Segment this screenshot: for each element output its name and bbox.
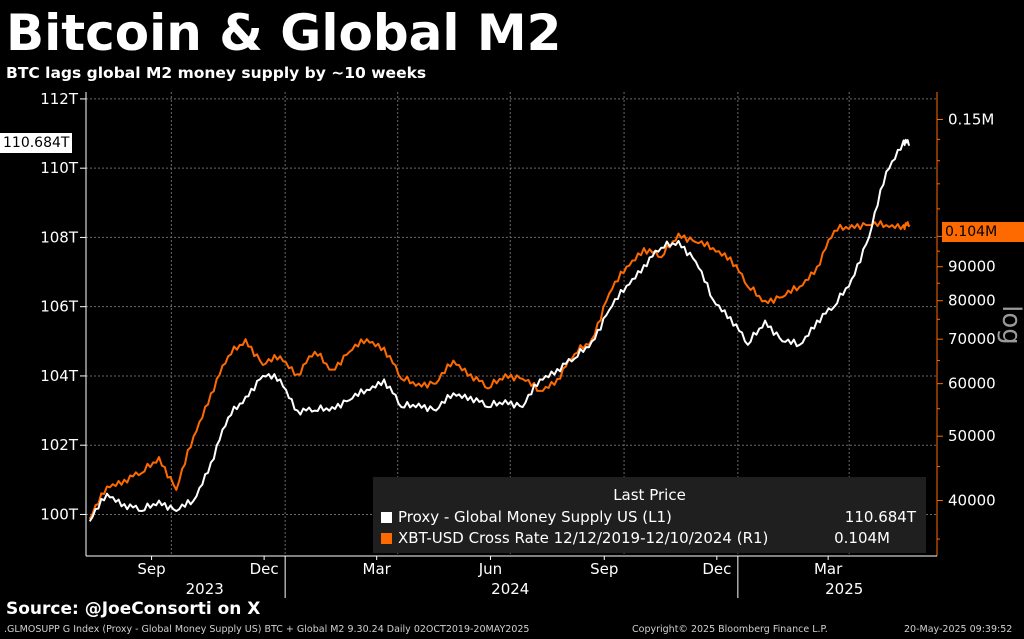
- x-tick-label: Mar: [363, 560, 392, 578]
- right-tick-label: 0.15M: [948, 110, 994, 128]
- x-tick-label: Sep: [137, 560, 165, 578]
- footer-ticker-info: .GLMOSUPP G Index (Proxy - Global Money …: [4, 624, 530, 635]
- left-tick-label: 102T: [40, 436, 79, 454]
- x-tick-label: Dec: [250, 560, 279, 578]
- legend-swatch-white: [381, 512, 392, 523]
- right-tick-label: 80000: [948, 292, 996, 310]
- x-year-label: 2025: [825, 580, 863, 598]
- source-credit: Source: @JoeConsorti on X: [6, 599, 261, 619]
- legend-box: Last Price Proxy - Global Money Supply U…: [373, 477, 926, 553]
- last-value-tag-right: 0.104M: [942, 222, 1024, 242]
- x-axis: Sep Dec Mar Jun Sep Dec Mar 2023 2024 2025: [86, 555, 937, 598]
- legend-swatch-orange: [381, 533, 392, 544]
- legend-series-value: 110.684T: [844, 508, 916, 526]
- footer-timestamp: 20-May-2025 09:39:52: [904, 624, 1013, 635]
- x-tick-label: Sep: [590, 560, 618, 578]
- x-tick-label: Jun: [478, 560, 502, 578]
- x-tick-label: Dec: [702, 560, 731, 578]
- series-line-btc-price: [88, 220, 911, 520]
- left-tick-label: 106T: [40, 298, 79, 316]
- series-lines: [88, 138, 911, 522]
- log-axis-label: log: [996, 305, 1024, 345]
- legend-series-value: 0.104M: [834, 529, 890, 547]
- last-value-tag-left: 110.684T: [0, 133, 73, 153]
- right-tick-label: 50000: [948, 427, 996, 445]
- legend-row: XBT-USD Cross Rate 12/12/2019-12/10/2024…: [381, 529, 916, 549]
- x-tick-label: Mar: [814, 560, 843, 578]
- legend-series-name: Proxy - Global Money Supply US (L1): [398, 508, 672, 526]
- legend-row: Proxy - Global Money Supply US (L1) 110.…: [381, 508, 916, 528]
- right-tick-label: 40000: [948, 492, 996, 510]
- legend-title: Last Price: [613, 486, 686, 504]
- series-line-global-m2: [88, 138, 911, 522]
- chart-subtitle: BTC lags global M2 money supply by ~10 w…: [6, 64, 427, 82]
- left-tick-label: 108T: [40, 228, 79, 246]
- right-tick-label: 60000: [948, 375, 996, 393]
- x-year-label: 2023: [186, 580, 224, 598]
- left-tick-label: 104T: [40, 367, 79, 385]
- right-tick-label: 90000: [948, 258, 996, 276]
- left-tick-label: 110T: [40, 159, 79, 177]
- right-tick-label: 70000: [948, 330, 996, 348]
- x-year-label: 2024: [491, 580, 529, 598]
- left-tick-label: 100T: [40, 505, 79, 523]
- left-axis: 100T 102T 104T 106T 108T 110T 112T: [40, 90, 87, 556]
- legend-series-name: XBT-USD Cross Rate 12/12/2019-12/10/2024…: [398, 529, 769, 547]
- footer-copyright: Copyright© 2025 Bloomberg Finance L.P.: [632, 624, 828, 635]
- left-tick-label: 112T: [40, 90, 79, 108]
- chart-title: Bitcoin & Global M2: [6, 4, 562, 62]
